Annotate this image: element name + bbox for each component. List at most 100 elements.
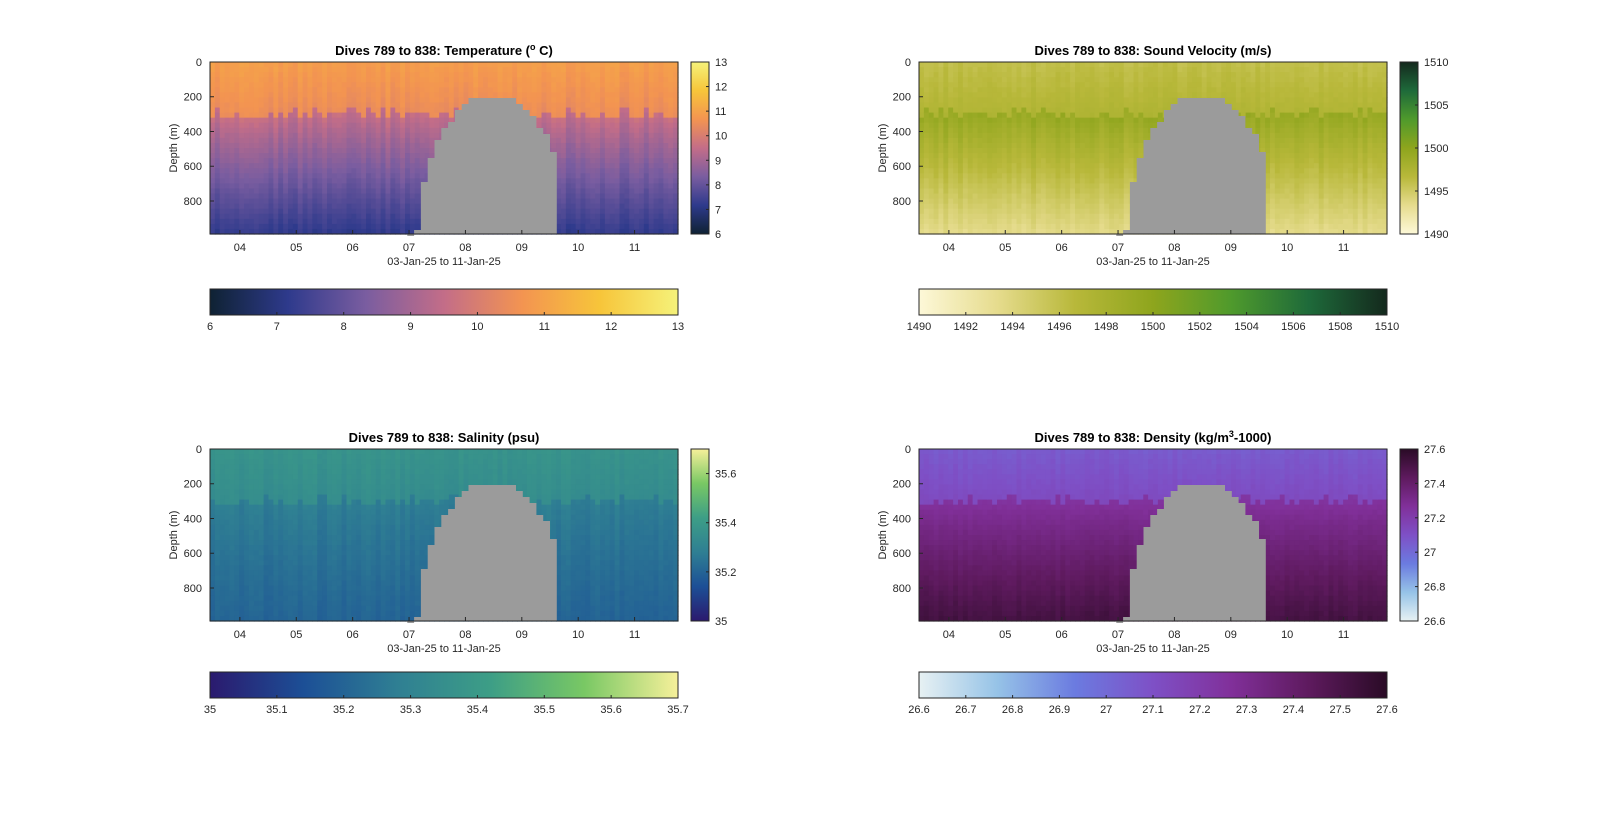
colorbar-bottom-tick-label: 1508 bbox=[1328, 321, 1352, 333]
x-tick-label: 06 bbox=[347, 242, 359, 254]
x-tick-label: 09 bbox=[516, 242, 528, 254]
colorbar-bottom-bar bbox=[209, 288, 679, 316]
x-tick-label: 11 bbox=[1338, 629, 1349, 641]
colorbar-bottom-tick-label: 1504 bbox=[1234, 321, 1258, 333]
x-tick-label: 10 bbox=[572, 242, 584, 254]
colorbar-bottom-tick-label: 1502 bbox=[1188, 321, 1212, 333]
x-tick-label: 06 bbox=[347, 629, 359, 641]
colorbar-bottom-tick-label: 35.6 bbox=[600, 704, 621, 716]
y-tick-label: 600 bbox=[893, 548, 911, 560]
chart-title: Dives 789 to 838: Sound Velocity (m/s) bbox=[1035, 43, 1272, 58]
x-tick-label: 11 bbox=[1338, 242, 1349, 254]
x-tick-label: 04 bbox=[943, 629, 955, 641]
y-tick-label: 400 bbox=[184, 513, 202, 525]
colorbar-bottom-tick-label: 9 bbox=[408, 321, 414, 333]
y-axis-ticks: 0 200 400 600 800 bbox=[184, 444, 214, 595]
plot-frame bbox=[918, 61, 1388, 235]
x-tick-label: 11 bbox=[629, 629, 640, 641]
y-tick-label: 800 bbox=[893, 196, 911, 208]
colorbar-right-tick-label: 12 bbox=[715, 82, 727, 94]
colorbar-bottom-tick-label: 1506 bbox=[1281, 321, 1305, 333]
y-axis-label: Depth (m) bbox=[877, 511, 889, 560]
colorbar-right-tick-label: 35.2 bbox=[715, 567, 736, 579]
heatmap-density bbox=[919, 449, 1388, 623]
colorbar-right-tick-label: 27.6 bbox=[1424, 444, 1445, 456]
colorbar-bottom-tick-label: 27 bbox=[1100, 704, 1112, 716]
x-tick-label: 05 bbox=[290, 242, 302, 254]
y-axis-label: Depth (m) bbox=[877, 124, 889, 173]
y-tick-label: 800 bbox=[184, 583, 202, 595]
y-tick-label: 600 bbox=[184, 161, 202, 173]
colorbar-bottom-tick-label: 27.1 bbox=[1142, 704, 1163, 716]
colorbar-bottom-bar bbox=[918, 671, 1388, 699]
colorbar-right-tick-label: 10 bbox=[715, 131, 727, 143]
colorbar-right: 1510 1505 1500 1495 1490 bbox=[1399, 57, 1448, 241]
colorbar-bottom-tick-label: 1498 bbox=[1094, 321, 1118, 333]
colorbar-right-tick-label: 8 bbox=[715, 180, 721, 192]
heatmap-salinity bbox=[210, 449, 679, 623]
x-axis-label: 03-Jan-25 to 11-Jan-25 bbox=[387, 643, 501, 655]
title-superscript: 3 bbox=[1229, 429, 1234, 439]
x-tick-label: 04 bbox=[943, 242, 955, 254]
colorbar-bottom-tick-label: 1490 bbox=[907, 321, 931, 333]
colorbar-bottom-bar bbox=[209, 671, 679, 699]
colorbar-bottom: 6 7 8 9 10 11 12 13 bbox=[207, 288, 684, 333]
panel-sound-velocity: Dives 789 to 838: Sound Velocity (m/s) 0… bbox=[877, 43, 1448, 333]
x-tick-label: 08 bbox=[459, 242, 471, 254]
colorbar-right-tick-label: 35 bbox=[715, 616, 727, 628]
colorbar-bottom-tick-label: 1496 bbox=[1047, 321, 1071, 333]
panel-temperature: Dives 789 to 838: Temperature (o C) 04 05… bbox=[168, 42, 727, 333]
chart-title: Dives 789 to 838: Temperature (o C) bbox=[335, 42, 553, 58]
x-axis-ticks: 04 05 06 07 08 09 10 11 bbox=[943, 617, 1349, 641]
colorbar-bottom-tick-label: 6 bbox=[207, 321, 213, 333]
x-tick-label: 08 bbox=[1168, 629, 1180, 641]
y-tick-label: 400 bbox=[184, 126, 202, 138]
y-tick-label: 0 bbox=[905, 444, 911, 456]
y-tick-label: 800 bbox=[893, 583, 911, 595]
missing-data-mask bbox=[1116, 98, 1266, 236]
colorbar-right-tick-label: 1495 bbox=[1424, 186, 1448, 198]
y-tick-label: 600 bbox=[893, 161, 911, 173]
x-axis-ticks: 04 05 06 07 08 09 10 11 bbox=[234, 230, 640, 254]
colorbar-bottom-tick-label: 35.5 bbox=[534, 704, 555, 716]
colorbar-right-tick-label: 1510 bbox=[1424, 57, 1448, 69]
x-tick-label: 09 bbox=[1225, 629, 1237, 641]
missing-data-mask bbox=[407, 485, 557, 623]
colorbar-bottom-tick-label: 1494 bbox=[1000, 321, 1024, 333]
y-axis-label: Depth (m) bbox=[168, 511, 180, 560]
colorbar-bottom-tick-label: 35 bbox=[204, 704, 216, 716]
y-tick-label: 800 bbox=[184, 196, 202, 208]
x-tick-label: 10 bbox=[572, 629, 584, 641]
x-tick-label: 07 bbox=[1112, 629, 1124, 641]
colorbar-bottom-tick-label: 35.7 bbox=[667, 704, 688, 716]
x-tick-label: 04 bbox=[234, 629, 246, 641]
colorbar-right: 13 12 11 10 9 8 7 6 bbox=[690, 57, 727, 241]
colorbar-right-tick-label: 26.6 bbox=[1424, 616, 1445, 628]
y-tick-label: 0 bbox=[905, 57, 911, 69]
plot-frame bbox=[209, 61, 679, 235]
colorbar-right: 35.6 35.4 35.2 35 bbox=[690, 448, 736, 628]
colorbar-bottom: 1490 1492 1494 1496 1498 1500 1502 1504 1506 1508… bbox=[907, 288, 1399, 333]
title-superscript: o bbox=[530, 42, 536, 52]
x-axis-ticks: 04 05 06 07 08 09 10 11 bbox=[943, 230, 1349, 254]
colorbar-bottom-tick-label: 35.4 bbox=[467, 704, 488, 716]
x-axis-ticks: 04 05 06 07 08 09 10 11 bbox=[234, 617, 640, 641]
x-axis-label: 03-Jan-25 to 11-Jan-25 bbox=[1096, 256, 1210, 268]
y-axis-ticks: 0 200 400 600 800 bbox=[184, 57, 214, 208]
x-axis-label: 03-Jan-25 to 11-Jan-25 bbox=[387, 256, 501, 268]
colorbar-bottom-tick-label: 7 bbox=[274, 321, 280, 333]
colorbar-right-tick-label: 6 bbox=[715, 229, 721, 241]
x-axis-label: 03-Jan-25 to 11-Jan-25 bbox=[1096, 643, 1210, 655]
colorbar-bottom-tick-label: 26.9 bbox=[1049, 704, 1070, 716]
x-tick-label: 09 bbox=[1225, 242, 1237, 254]
x-tick-label: 10 bbox=[1281, 242, 1293, 254]
x-tick-label: 06 bbox=[1056, 242, 1068, 254]
plot-frame bbox=[918, 448, 1388, 622]
colorbar-right-tick-label: 7 bbox=[715, 204, 721, 216]
colorbar-right-tick-label: 1500 bbox=[1424, 143, 1448, 155]
panel-density: Dives 789 to 838: Density (kg/m3-1000) 0… bbox=[877, 429, 1445, 716]
y-tick-label: 400 bbox=[893, 513, 911, 525]
y-tick-label: 0 bbox=[196, 444, 202, 456]
heatmap-sound-velocity bbox=[919, 62, 1388, 236]
